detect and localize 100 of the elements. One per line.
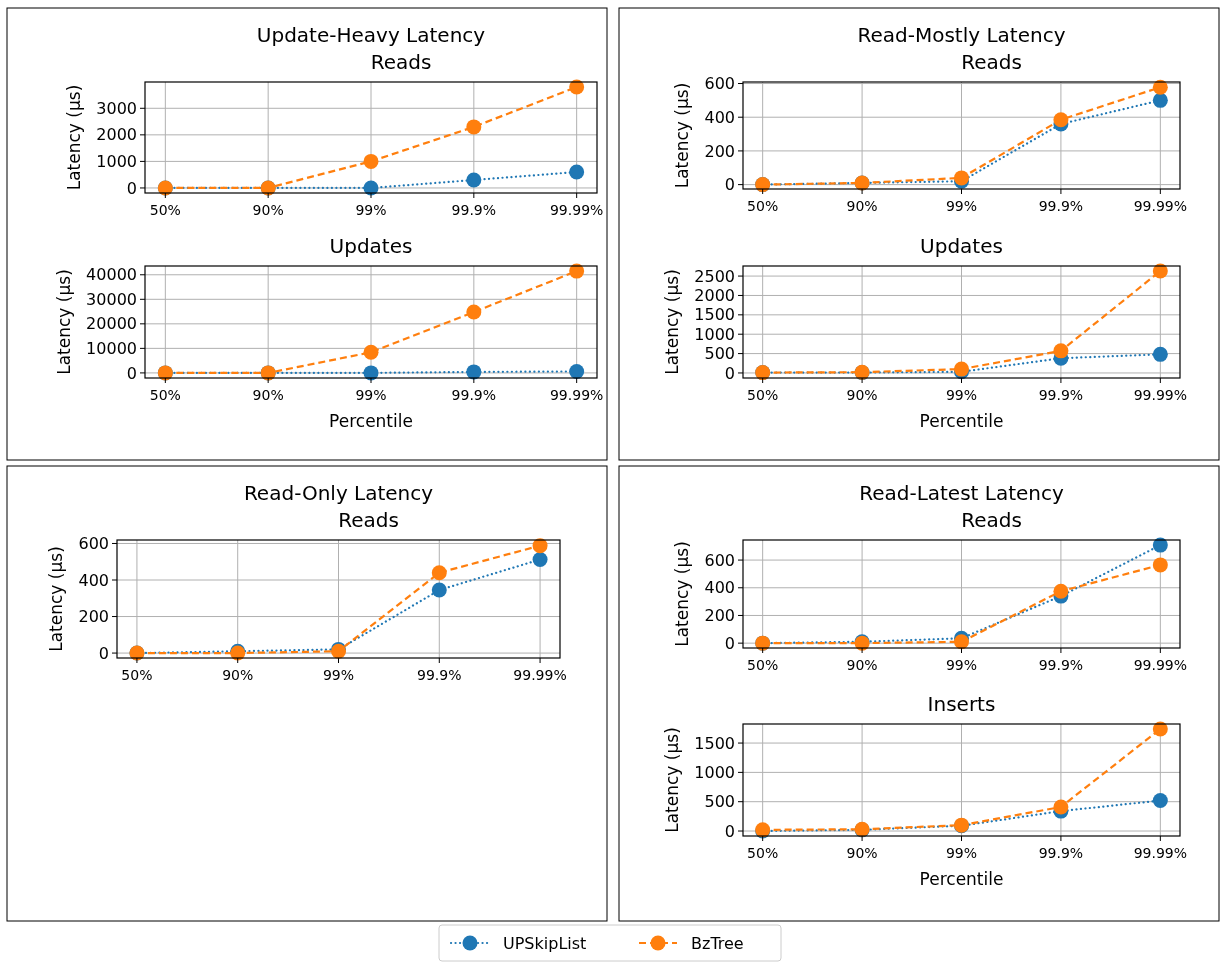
chart-title: Inserts bbox=[927, 692, 996, 716]
chart-subtitle: Reads bbox=[961, 50, 1022, 74]
x-tick-label: 50% bbox=[747, 198, 779, 214]
point bbox=[1053, 112, 1069, 128]
x-tick-label: 99% bbox=[355, 202, 387, 218]
y-axis-title: Latency (µs) bbox=[672, 541, 693, 647]
x-axis-title: Percentile bbox=[919, 869, 1004, 889]
y-axis-title: Latency (µs) bbox=[662, 269, 683, 375]
x-tick-label: 50% bbox=[747, 387, 779, 403]
y-tick-label: 0 bbox=[98, 643, 109, 663]
chart-title: Read-Latest Latency bbox=[859, 481, 1065, 505]
y-tick-label: 30000 bbox=[86, 289, 137, 309]
y-tick-label: 600 bbox=[78, 534, 109, 554]
x-tick-label: 99.99% bbox=[549, 202, 604, 218]
x-axis-title: Percentile bbox=[919, 411, 1004, 431]
chart-subtitle: Reads bbox=[338, 508, 399, 532]
y-tick-label: 0 bbox=[724, 821, 735, 841]
x-tick-label: 99.99% bbox=[513, 667, 567, 683]
y-tick-label: 1500 bbox=[694, 305, 735, 325]
point bbox=[532, 552, 548, 568]
x-tick-label: 99.9% bbox=[1038, 845, 1084, 861]
y-tick-label: 2000 bbox=[96, 125, 137, 145]
chart-title: Updates bbox=[329, 234, 413, 258]
x-tick-label: 50% bbox=[149, 202, 181, 218]
x-tick-label: 90% bbox=[222, 667, 254, 683]
x-tick-label: 99% bbox=[945, 198, 978, 214]
chart-title: Read-Only Latency bbox=[243, 481, 434, 505]
y-tick-label: 0 bbox=[724, 175, 735, 195]
y-tick-label: 2000 bbox=[694, 286, 735, 306]
x-tick-label: 50% bbox=[747, 845, 779, 861]
y-tick-label: 1000 bbox=[694, 324, 735, 344]
chart-title: Update-Heavy Latency bbox=[256, 23, 486, 47]
legend-label: UPSkipList bbox=[503, 933, 587, 953]
x-tick-label: 99.99% bbox=[1133, 657, 1188, 673]
x-tick-label: 50% bbox=[121, 667, 153, 683]
x-tick-label: 99.9% bbox=[417, 667, 462, 683]
point bbox=[569, 164, 585, 180]
y-tick-label: 3000 bbox=[96, 98, 137, 118]
chart-subtitle: Reads bbox=[961, 508, 1022, 532]
x-tick-label: 99% bbox=[355, 387, 387, 403]
x-tick-label: 99.99% bbox=[1133, 845, 1188, 861]
point bbox=[431, 582, 447, 598]
x-tick-label: 99.99% bbox=[549, 387, 604, 403]
y-tick-label: 400 bbox=[78, 570, 109, 590]
y-tick-label: 200 bbox=[78, 607, 109, 627]
x-tick-label: 99.9% bbox=[1038, 387, 1084, 403]
x-tick-label: 90% bbox=[846, 657, 878, 673]
point bbox=[363, 344, 379, 360]
x-tick-label: 90% bbox=[846, 198, 878, 214]
x-tick-label: 99.9% bbox=[1038, 657, 1084, 673]
x-tick-label: 50% bbox=[747, 657, 779, 673]
y-tick-label: 400 bbox=[704, 578, 735, 598]
y-tick-label: 0 bbox=[126, 363, 137, 383]
x-tick-label: 90% bbox=[252, 202, 284, 218]
point bbox=[363, 153, 379, 169]
y-axis-title: Latency (µs) bbox=[46, 546, 67, 652]
x-tick-label: 99% bbox=[322, 667, 355, 683]
y-axis-title: Latency (µs) bbox=[672, 82, 693, 189]
point bbox=[1152, 92, 1168, 108]
chart-title: Updates bbox=[920, 234, 1003, 258]
point bbox=[1053, 343, 1069, 359]
point bbox=[431, 565, 447, 581]
y-tick-label: 20000 bbox=[86, 314, 137, 334]
y-tick-label: 10000 bbox=[86, 338, 137, 358]
x-tick-label: 99.99% bbox=[1133, 198, 1188, 214]
point bbox=[466, 172, 482, 188]
y-tick-label: 500 bbox=[704, 792, 735, 812]
y-tick-label: 500 bbox=[704, 344, 735, 364]
x-tick-label: 50% bbox=[149, 387, 181, 403]
point bbox=[1053, 583, 1069, 599]
point bbox=[466, 119, 482, 135]
y-tick-label: 0 bbox=[724, 633, 735, 653]
y-tick-label: 40000 bbox=[86, 265, 137, 285]
point bbox=[1053, 799, 1069, 815]
x-tick-label: 99% bbox=[945, 387, 978, 403]
x-tick-label: 90% bbox=[846, 845, 878, 861]
y-axis-title: Latency (µs) bbox=[64, 84, 85, 191]
x-tick-label: 99% bbox=[945, 845, 978, 861]
point bbox=[569, 363, 585, 379]
x-tick-label: 90% bbox=[252, 387, 284, 403]
point bbox=[1152, 346, 1168, 362]
y-tick-label: 2500 bbox=[694, 266, 735, 286]
point bbox=[954, 634, 969, 650]
x-tick-label: 99% bbox=[945, 657, 978, 673]
x-tick-label: 99.9% bbox=[451, 387, 497, 403]
y-tick-label: 0 bbox=[126, 178, 137, 198]
y-axis-title: Latency (µs) bbox=[662, 727, 683, 833]
y-tick-label: 0 bbox=[724, 363, 735, 383]
point bbox=[466, 304, 482, 320]
y-axis-title: Latency (µs) bbox=[54, 269, 74, 375]
y-tick-label: 1500 bbox=[694, 733, 735, 753]
point bbox=[1152, 557, 1168, 573]
chart-subtitle: Reads bbox=[370, 50, 432, 74]
y-tick-label: 600 bbox=[704, 550, 735, 570]
y-tick-label: 1000 bbox=[96, 152, 137, 171]
y-tick-label: 600 bbox=[704, 74, 735, 94]
point bbox=[1152, 793, 1168, 809]
x-tick-label: 99.9% bbox=[1038, 198, 1084, 214]
chart-title: Read-Mostly Latency bbox=[857, 23, 1066, 47]
y-tick-label: 1000 bbox=[694, 762, 735, 782]
